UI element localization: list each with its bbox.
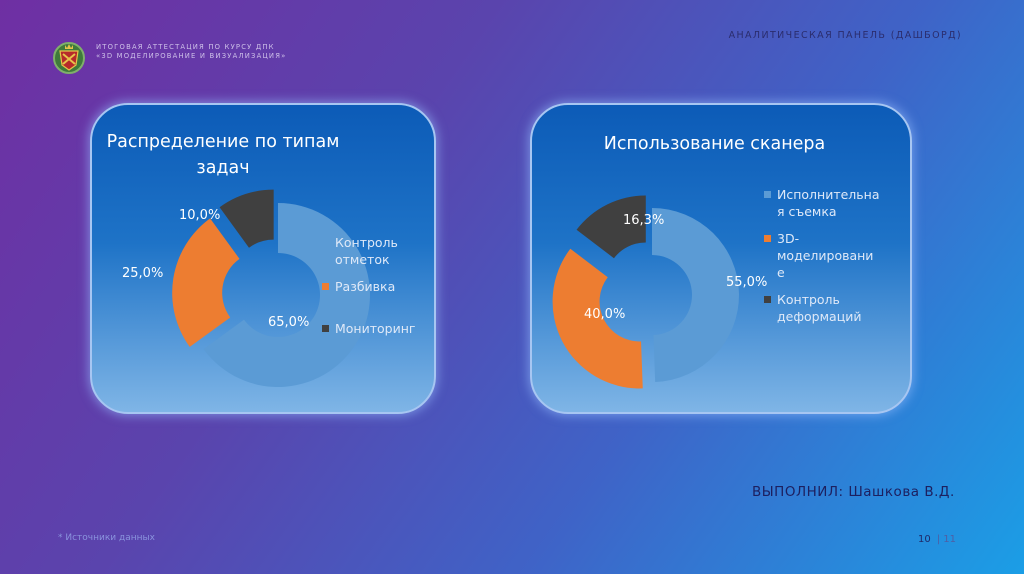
donut-slice xyxy=(552,248,643,389)
legend-swatch xyxy=(764,296,771,303)
course-title-line-1: ИТОГОВАЯ АТТЕСТАЦИЯ ПО КУРСУ ДПК xyxy=(96,43,275,51)
chart-title: Использование сканера xyxy=(532,131,897,157)
donut-slice xyxy=(172,218,240,347)
legend-label-line: деформаций xyxy=(777,309,862,324)
chart-title-line-1: Использование сканера xyxy=(603,134,826,154)
page-counter: 10 | 11 xyxy=(918,534,956,545)
author-label: ВЫПОЛНИЛ: Шашкова В.Д. xyxy=(752,484,955,500)
course-title-line-2: «3D МОДЕЛИРОВАНИЕ И ВИЗУАЛИЗАЦИЯ» xyxy=(96,52,287,60)
legend-label-line: Исполнительна xyxy=(777,187,880,202)
donut-slice xyxy=(652,208,740,382)
legend-item-executive-survey: Исполнительна я съемка xyxy=(764,186,880,220)
donut-chart: 65,0% 25,0% 10,0% xyxy=(122,189,370,387)
chart-title-line-1: Распределение по типам xyxy=(106,132,340,152)
donut-slice xyxy=(203,203,370,387)
data-label: 55,0% xyxy=(726,275,767,290)
chart-legend: Контроль отметок Разбивка Мониторинг xyxy=(322,234,415,347)
legend-swatch xyxy=(322,325,329,332)
legend-label-line: е xyxy=(777,265,785,280)
legend-item-deformation-control: Контроль деформаций xyxy=(764,291,880,325)
legend-item-3d-modeling: 3D-моделировани е xyxy=(764,230,880,281)
course-header: ИТОГОВАЯ АТТЕСТАЦИЯ ПО КУРСУ ДПК «3D МОД… xyxy=(96,43,287,61)
donut-slice xyxy=(219,189,274,248)
task-distribution-card: Распределение по типам задач 65,0% 25,0% 1… xyxy=(90,103,436,414)
donut-slice xyxy=(576,195,646,259)
data-label: 16,3% xyxy=(623,213,664,228)
page-current: 10 xyxy=(918,534,931,545)
legend-label-line: Мониторинг xyxy=(335,321,416,336)
chart-legend: Исполнительна я съемка 3D-моделировани е К… xyxy=(764,186,880,335)
dashboard-title: АНАЛИТИЧЕСКАЯ ПАНЕЛЬ (ДАШБОРД) xyxy=(728,30,962,41)
legend-swatch xyxy=(322,283,329,290)
legend-label-line: отметок xyxy=(335,252,390,267)
data-label: 10,0% xyxy=(179,208,220,223)
page-total: | 11 xyxy=(936,534,957,545)
data-label: 40,0% xyxy=(584,307,625,322)
legend-label-line: моделировани xyxy=(777,248,874,263)
chart-title-line-2: задач xyxy=(196,158,250,178)
legend-item-control: Контроль отметок xyxy=(322,234,415,268)
chart-title: Распределение по типам задач xyxy=(92,129,394,181)
legend-label-line: 3D- xyxy=(777,231,800,246)
legend-swatch xyxy=(322,239,329,246)
legend-label-line: Разбивка xyxy=(335,279,396,294)
data-label: 25,0% xyxy=(122,266,163,281)
data-label: 65,0% xyxy=(268,315,309,330)
legend-label-line: Контроль xyxy=(777,292,840,307)
sources-link[interactable]: * Источники данных xyxy=(58,533,155,543)
legend-label-line: Контроль xyxy=(335,235,398,250)
scanner-usage-card: Использование сканера 55,0% 40,0% 16,3% Ис… xyxy=(530,103,912,414)
crest-icon xyxy=(53,42,85,74)
legend-item-monitoring: Мониторинг xyxy=(322,320,415,337)
legend-swatch xyxy=(764,235,771,242)
legend-swatch xyxy=(764,191,771,198)
donut-chart: 55,0% 40,0% 16,3% xyxy=(552,195,767,389)
legend-item-layout: Разбивка xyxy=(322,278,415,295)
legend-label-line: я съемка xyxy=(777,204,837,219)
